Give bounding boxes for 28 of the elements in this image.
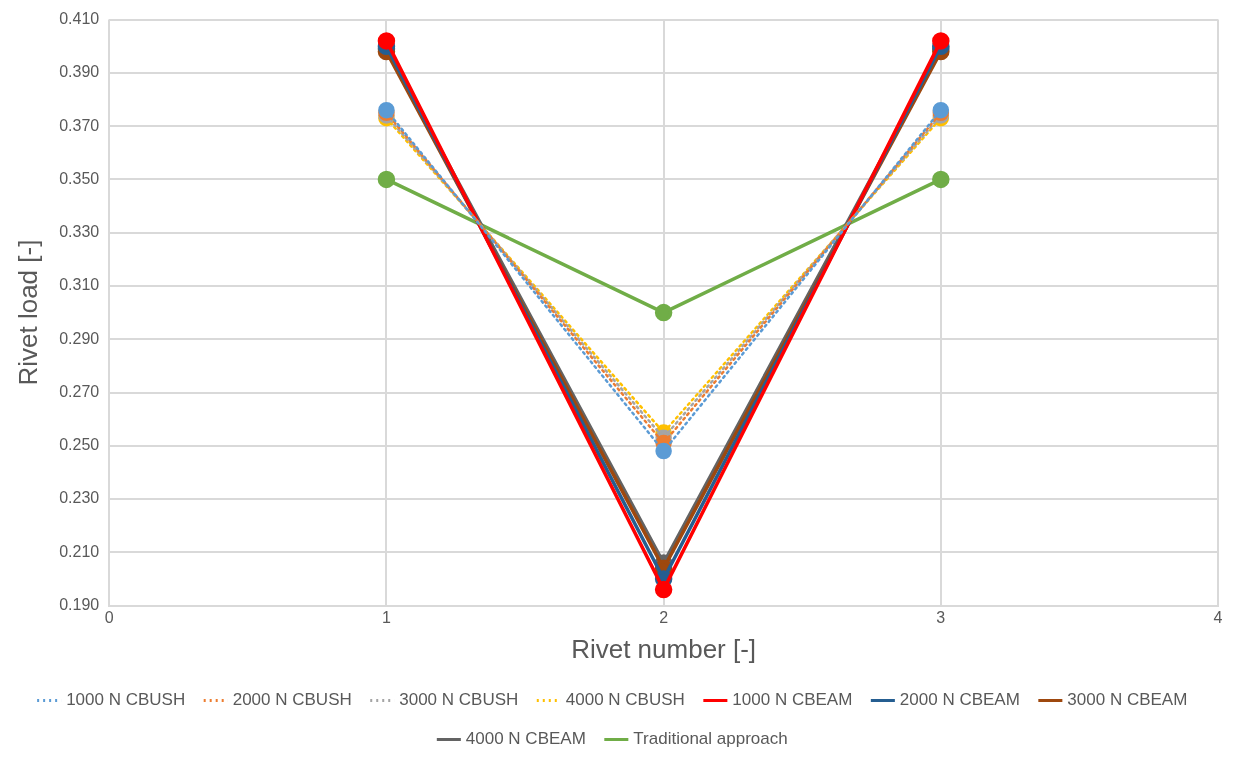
x-tick-label: 1	[381, 608, 391, 626]
y-tick-label: 0.210	[59, 542, 100, 560]
x-axis-title: Rivet number [-]	[571, 633, 757, 664]
legend-label: 3000 N CBUSH	[399, 690, 519, 710]
y-tick-label: 0.370	[59, 116, 100, 134]
x-tick-label: 3	[936, 608, 946, 626]
y-tick-label: 0.310	[59, 276, 100, 294]
x-tick-label: 2	[659, 608, 669, 626]
y-tick-label: 0.270	[59, 382, 100, 400]
legend-label: Traditional approach	[633, 729, 788, 749]
legend-label: 2000 N CBEAM	[899, 690, 1020, 710]
y-tick-label: 0.390	[59, 63, 100, 81]
y-tick-label: 0.330	[59, 223, 100, 241]
legend-label: 4000 N CBEAM	[465, 729, 586, 749]
legend-label: 1000 N CBUSH	[66, 690, 186, 710]
legend-label: 3000 N CBEAM	[1067, 690, 1188, 710]
y-tick-label: 0.250	[59, 436, 100, 454]
legend-label: 1000 N CBEAM	[732, 690, 853, 710]
x-tick-label: 4	[1213, 608, 1223, 626]
y-tick-label: 0.290	[59, 329, 100, 347]
y-axis-title: Rivet load [-]	[12, 239, 43, 386]
y-tick-label: 0.410	[59, 10, 100, 28]
y-tick-label: 0.230	[59, 489, 100, 507]
legend-label: 2000 N CBUSH	[232, 690, 352, 710]
y-tick-label: 0.190	[59, 596, 100, 614]
y-tick-label: 0.350	[59, 169, 100, 187]
legend-label: 4000 N CBUSH	[565, 690, 685, 710]
x-tick-label: 0	[104, 608, 114, 626]
